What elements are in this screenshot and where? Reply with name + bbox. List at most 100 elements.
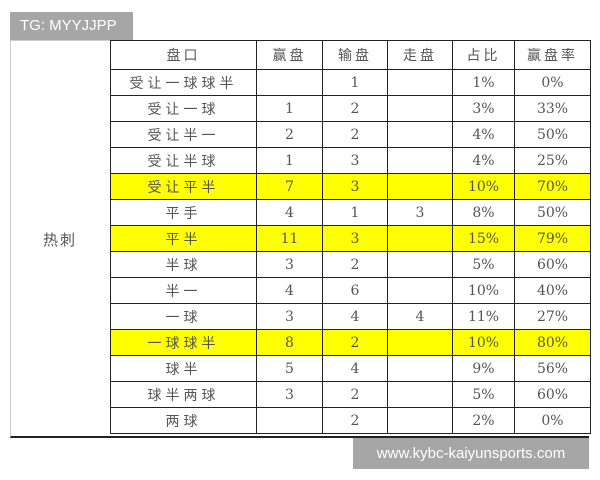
handicap-cell: 一球球半 — [110, 329, 257, 356]
handicap-cell: 两球 — [110, 407, 257, 434]
table-row: 受让一球球半 1 1% 0% — [110, 69, 591, 96]
value-cell: 2 — [256, 121, 323, 148]
handicap-cell: 球半 — [110, 355, 257, 382]
handicap-cell: 半球 — [110, 251, 257, 278]
value-cell: 6 — [322, 277, 388, 304]
team-label: 热刺 — [42, 230, 77, 249]
column-header: 占比 — [452, 40, 515, 70]
value-cell: 60% — [514, 251, 591, 278]
column-header: 输盘 — [322, 40, 388, 70]
value-cell: 3% — [452, 95, 515, 122]
table-row: 两球 2 2% 0% — [110, 407, 591, 434]
table-row: 平手 4 1 3 8% 50% — [110, 199, 591, 226]
handicap-cell: 受让一球 — [110, 95, 257, 122]
handicap-cell: 一球 — [110, 303, 257, 330]
value-cell — [387, 225, 453, 252]
value-cell: 5% — [452, 381, 515, 408]
value-cell: 1 — [256, 95, 323, 122]
value-cell: 8 — [256, 329, 323, 356]
value-cell — [387, 381, 453, 408]
value-cell: 5 — [256, 355, 323, 382]
value-cell: 15% — [452, 225, 515, 252]
value-cell: 9% — [452, 355, 515, 382]
value-cell: 60% — [514, 381, 591, 408]
value-cell: 1 — [322, 69, 388, 96]
value-cell: 2 — [322, 121, 388, 148]
value-cell: 1 — [322, 199, 388, 226]
column-header: 赢盘率 — [514, 40, 591, 70]
table-row: 受让一球 1 2 3% 33% — [110, 95, 591, 122]
table-row: 球半两球 3 2 5% 60% — [110, 381, 591, 408]
value-cell: 4% — [452, 147, 515, 174]
table-row: 半一 4 6 10% 40% — [110, 277, 591, 304]
value-cell: 50% — [514, 199, 591, 226]
value-cell — [387, 407, 453, 434]
value-cell: 4 — [387, 303, 453, 330]
value-cell: 7 — [256, 173, 323, 200]
value-cell: 70% — [514, 173, 591, 200]
column-header: 盘口 — [110, 40, 257, 70]
value-cell: 50% — [514, 121, 591, 148]
column-header: 走盘 — [387, 40, 453, 70]
table-row: 半球 3 2 5% 60% — [110, 251, 591, 278]
value-cell: 10% — [452, 329, 515, 356]
value-cell — [256, 69, 323, 96]
value-cell: 0% — [514, 69, 591, 96]
watermark-bottom: www.kybc-kaiyunsports.com — [353, 438, 589, 469]
handicap-table: 盘口 赢盘 输盘 走盘 占比 赢盘率 受让一球球半 1 1% 0% 受让一球 1 2 3% 33% 受让半一 2… — [110, 40, 591, 434]
table-row: 一球球半 8 2 10% 80% — [110, 329, 591, 356]
value-cell — [387, 69, 453, 96]
value-cell: 10% — [452, 277, 515, 304]
value-cell: 79% — [514, 225, 591, 252]
value-cell — [387, 355, 453, 382]
value-cell — [387, 147, 453, 174]
value-cell: 3 — [322, 225, 388, 252]
value-cell — [387, 251, 453, 278]
handicap-cell: 受让半一 — [110, 121, 257, 148]
value-cell: 1% — [452, 69, 515, 96]
value-cell — [256, 407, 323, 434]
handicap-cell: 受让半球 — [110, 147, 257, 174]
value-cell: 2 — [322, 407, 388, 434]
table-row: 平半 11 3 15% 79% — [110, 225, 591, 252]
value-cell: 4 — [322, 303, 388, 330]
value-cell: 2 — [322, 251, 388, 278]
value-cell: 4 — [256, 199, 323, 226]
value-cell: 2 — [322, 95, 388, 122]
value-cell — [387, 173, 453, 200]
table-row: 受让平半 7 3 10% 70% — [110, 173, 591, 200]
value-cell: 33% — [514, 95, 591, 122]
value-cell: 3 — [322, 173, 388, 200]
watermark-top: TG: MYYJJPP — [10, 12, 133, 40]
value-cell: 2% — [452, 407, 515, 434]
column-header: 赢盘 — [256, 40, 323, 70]
value-cell: 11 — [256, 225, 323, 252]
value-cell: 4 — [322, 355, 388, 382]
value-cell: 3 — [256, 303, 323, 330]
handicap-cell: 受让平半 — [110, 173, 257, 200]
value-cell: 4 — [256, 277, 323, 304]
value-cell: 11% — [452, 303, 515, 330]
table-row: 一球 3 4 4 11% 27% — [110, 303, 591, 330]
value-cell: 27% — [514, 303, 591, 330]
value-cell: 10% — [452, 173, 515, 200]
value-cell: 3 — [256, 381, 323, 408]
value-cell: 80% — [514, 329, 591, 356]
handicap-cell: 平半 — [110, 225, 257, 252]
table-row: 受让半球 1 3 4% 25% — [110, 147, 591, 174]
value-cell: 0% — [514, 407, 591, 434]
value-cell — [387, 95, 453, 122]
value-cell: 40% — [514, 277, 591, 304]
value-cell: 2 — [322, 381, 388, 408]
handicap-cell: 球半两球 — [110, 381, 257, 408]
value-cell: 5% — [452, 251, 515, 278]
value-cell: 3 — [387, 199, 453, 226]
handicap-cell: 平手 — [110, 199, 257, 226]
value-cell — [387, 277, 453, 304]
value-cell: 56% — [514, 355, 591, 382]
value-cell: 2 — [322, 329, 388, 356]
handicap-cell: 受让一球球半 — [110, 69, 257, 96]
value-cell — [387, 329, 453, 356]
value-cell: 4% — [452, 121, 515, 148]
value-cell: 3 — [256, 251, 323, 278]
